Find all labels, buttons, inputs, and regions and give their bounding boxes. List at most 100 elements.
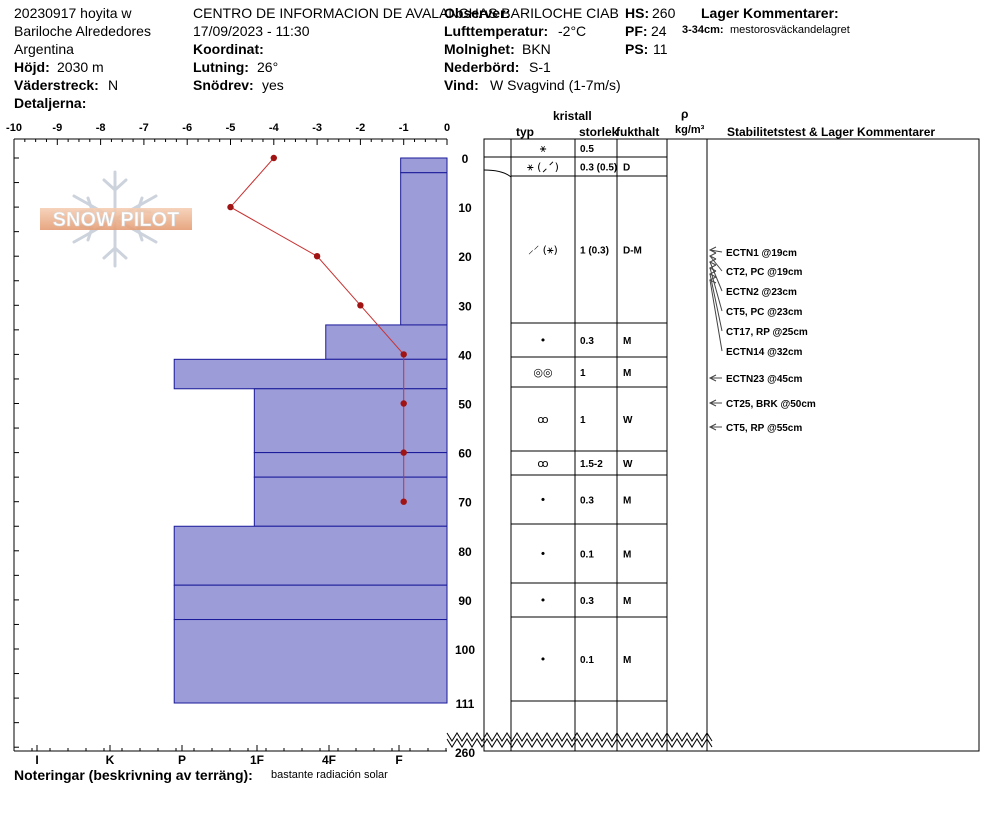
temperature-point <box>270 154 277 162</box>
temp-tick-label: -8 <box>96 122 106 134</box>
elevation-label: Höjd: <box>14 59 50 75</box>
temp-tick-label: -4 <box>269 122 280 134</box>
observation-datetime: 17/09/2023 - 11:30 <box>193 23 310 39</box>
crystal-size: 0.3 <box>580 336 594 347</box>
crystal-size: 1.5-2 <box>580 459 603 470</box>
temp-tick-label: -6 <box>182 122 192 134</box>
crystal-type: • <box>540 334 547 347</box>
stability-test-arrow <box>708 246 717 254</box>
temperature-point <box>400 351 407 358</box>
crystal-type: • <box>540 594 547 607</box>
stability-test-arrow <box>708 399 717 407</box>
type-header: typ <box>516 125 534 139</box>
depth-label: 60 <box>458 447 472 461</box>
wetness-value: W <box>623 415 633 426</box>
coordinate-label: Koordinat: <box>193 41 264 57</box>
crystal-type: • <box>540 653 547 666</box>
wetness-value: M <box>623 550 631 561</box>
slope-value: 26° <box>257 59 279 75</box>
crystal-table: ⚹ 0.5 ⚹ (⸝⸍) 0.3 (0.5) D ⸝⸍ (⚹) 1 (0.3) D-M • 0.3… <box>446 138 980 752</box>
temperature-point <box>400 498 407 505</box>
depth-label: 100 <box>455 643 475 657</box>
profile-name: 20230917 hoyita w <box>14 5 132 21</box>
crystal-size: 0.5 <box>580 144 594 155</box>
ps-label: PS: <box>625 41 649 57</box>
hardness-bar <box>325 324 448 360</box>
ps-value: 11 <box>653 41 668 57</box>
wetness-value: W <box>623 459 633 470</box>
stability-test-arrow <box>708 276 717 284</box>
stability-test-label: ECTN23 @45cm <box>726 374 803 385</box>
layer-comment-range: 3-34cm: <box>682 24 724 36</box>
hardness-bar <box>173 358 448 390</box>
depth-label: 111 <box>456 697 475 711</box>
crystal-size: 1 <box>580 368 586 379</box>
temp-tick-label: -1 <box>399 122 409 134</box>
wetness-value: D-M <box>623 246 642 257</box>
pf-label: PF: <box>625 23 648 39</box>
stability-test-leader <box>709 255 723 272</box>
temperature-point <box>357 302 364 309</box>
wetness-value: M <box>623 368 631 379</box>
temperature-point <box>313 253 321 260</box>
depth-label: 80 <box>458 545 472 559</box>
table-frame <box>483 138 980 752</box>
wetness-value: M <box>623 596 631 607</box>
precip-value: S-1 <box>529 59 551 75</box>
stability-tests: ECTN1 @19cm CT2, PC @19cm ECTN2 @23cm CT5, … <box>708 246 816 434</box>
layer-comment-text: mestorosväckandelagret <box>730 24 850 36</box>
snowpilot-logo: SNOW PILOT <box>40 170 192 268</box>
depth-label: 50 <box>458 398 472 412</box>
temp-tick-label: -9 <box>52 122 62 134</box>
temp-tick-label: 0 <box>444 122 450 134</box>
stability-test-label: CT17, RP @25cm <box>726 327 808 338</box>
depth-label: 70 <box>458 496 472 510</box>
temp-tick-label: -7 <box>139 122 149 134</box>
stability-test-arrow <box>708 270 717 278</box>
stability-test-label: CT5, RP @55cm <box>726 423 802 434</box>
stability-test-label: CT2, PC @19cm <box>726 267 803 278</box>
hardness-label: P <box>178 753 186 767</box>
crystal-type: ⚹ <box>540 142 547 155</box>
wetness-value: M <box>623 336 631 347</box>
aspect-label: Väderstreck: <box>14 77 99 93</box>
pf-value: 24 <box>651 23 667 39</box>
stability-test-arrow <box>708 374 717 382</box>
details-label: Detaljerna: <box>14 95 87 111</box>
table-connector <box>483 169 512 178</box>
depth-label: 40 <box>458 348 472 362</box>
size-header: storlek <box>579 125 619 139</box>
stability-test-leader <box>709 279 723 352</box>
location: Bariloche Alrededores <box>14 23 151 39</box>
air-temp-label: Lufttemperatur: <box>444 23 549 39</box>
logo-text: SNOW PILOT <box>53 209 180 231</box>
hardness-label: F <box>395 753 402 767</box>
stability-test-label: ECTN14 @32cm <box>726 347 803 358</box>
hardness-bar <box>173 525 448 586</box>
hardness-bar <box>173 619 448 704</box>
depth-label: 30 <box>458 299 472 313</box>
stability-test-arrow <box>708 264 717 272</box>
crystal-type: ꝏ <box>537 457 548 470</box>
stability-test-label: ECTN2 @23cm <box>726 287 797 298</box>
crystal-type: • <box>540 494 547 507</box>
crystal-type: ꝏ <box>537 413 548 426</box>
crystal-size: 0.3 <box>580 596 594 607</box>
break-zigzag-bottom <box>446 738 713 748</box>
temp-tick-label: -5 <box>226 122 236 134</box>
stability-test-leader <box>709 273 723 332</box>
sky-label: Molnighet: <box>444 41 515 57</box>
organization-title: CENTRO DE INFORMACION DE AVALANCHAS BARI… <box>193 5 619 21</box>
stability-test-arrow <box>708 258 717 266</box>
aspect-value: N <box>108 77 119 93</box>
wetness-value: M <box>623 496 631 507</box>
break-zigzag-top <box>446 732 713 742</box>
precip-label: Nederbörd: <box>444 59 520 75</box>
hardness-label: I <box>35 753 38 767</box>
slope-label: Lutning: <box>193 59 249 75</box>
crystal-size: 0.3 <box>580 496 594 507</box>
stability-test-arrow <box>708 252 717 260</box>
hardness-label: K <box>106 753 115 767</box>
hs-label: HS: <box>625 5 650 21</box>
